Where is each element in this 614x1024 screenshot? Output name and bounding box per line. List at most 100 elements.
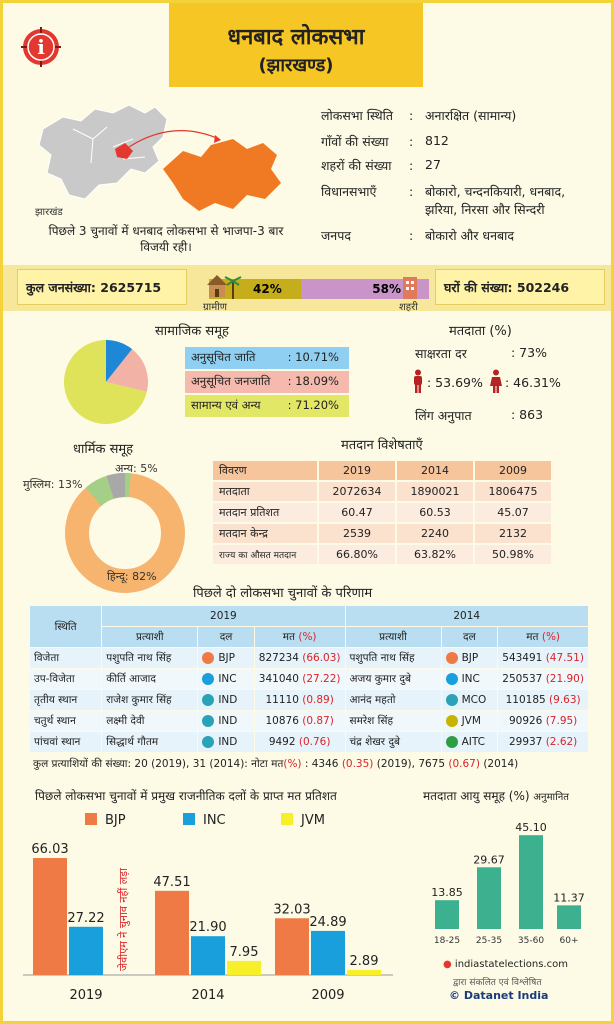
polling-row: मतदान प्रतिशत 60.47 60.53 45.07 [213, 503, 551, 522]
bar-value-label: 66.03 [31, 842, 68, 857]
inc-symbol-icon [202, 673, 215, 685]
votes-cell: 90926 (7.95) [498, 711, 588, 731]
religion-slice-other [65, 473, 185, 593]
age-group-chart: 13.85 18-25 29.67 25-35 45.10 35-60 11.37 60+ [431, 821, 585, 946]
polling-table: विवरण 2019 2014 2009 मतदाता 2072634 1890… [211, 459, 553, 566]
age-bar-35-60 [519, 835, 543, 929]
bar-value-label: 27.22 [67, 911, 104, 926]
jvm-annotation: जेवीएम ने चुनाव नहीं लड़ा [117, 868, 130, 971]
bar-inc-2009 [311, 930, 345, 975]
hindu-label: हिन्दू: 82% [107, 570, 157, 583]
other-label: अन्य: 5% [115, 462, 158, 475]
status-cell: पांचवां स्थान [30, 732, 102, 752]
source-note: द्वारा संकलित एवं विश्लेषित [453, 978, 542, 988]
result-row: चतुर्थ स्थान लक्ष्मी देवी IND 10876 (0.87) स… [30, 711, 588, 731]
source-pin-icon: ● [443, 959, 452, 970]
ind-symbol-icon [202, 715, 215, 727]
jvm-symbol-icon [445, 715, 458, 727]
religion-donut [65, 472, 185, 593]
party-cell: MCO [441, 690, 498, 710]
ind-symbol-icon [202, 694, 215, 706]
status-header: स्थिति [30, 606, 102, 647]
candidate-cell: कीर्ति आजाद [102, 669, 198, 689]
map-state-label: झारखंड [35, 206, 63, 218]
bjp-symbol-icon [202, 652, 215, 664]
party-cell: INC [198, 669, 254, 689]
bar-bjp-2009 [275, 918, 309, 975]
info-row-district: जनपद: बोकारो और धनबाद [321, 228, 515, 243]
bar-value-label: 2.89 [350, 954, 379, 969]
votes-cell: 11110 (0.89) [254, 690, 345, 710]
female-icon [490, 369, 502, 393]
muslim-label: मुस्लिम: 13% [23, 478, 83, 491]
results-title: पिछले दो लोकसभा चुनावों के परिणाम [193, 586, 373, 601]
candidate-cell: पशुपति नाथ सिंह [102, 648, 198, 668]
votes-cell: 110185 (9.63) [498, 690, 588, 710]
religion-slice-hindu [65, 473, 185, 593]
total-population: कुल जनसंख्या: 2625715 [17, 269, 187, 305]
candidate-cell: सिद्धार्थ गौतम [102, 732, 198, 752]
mco-symbol-icon [445, 694, 458, 706]
info-row-assemblies: विधानसभाएँ: बोकारो, चन्दनकियारी, धनबाद, झ… [321, 184, 566, 218]
legend-swatch-bjp [85, 813, 97, 825]
votes-cell: 827234 (66.03) [254, 648, 345, 668]
rural-label: ग्रामीण [203, 302, 228, 313]
info-row-status: लोकसभा स्थिति: अनारक्षित (सामान्य) [321, 108, 517, 123]
year-2014-header: 2014 [345, 606, 588, 626]
votes-cell: 29937 (2.62) [498, 732, 588, 752]
polling-row: राज्य का औसत मतदान 66.80% 63.82% 50.98% [213, 545, 551, 564]
bar-bjp-2014 [155, 890, 189, 975]
jharkhand-map: झारखंड [35, 104, 281, 218]
age-bar-18-25 [435, 900, 459, 929]
ind-symbol-icon [202, 736, 215, 748]
candidate-cell: अजय कुमार दुबे [345, 669, 441, 689]
literacy-label: साक्षरता दर [415, 346, 467, 361]
info-row-villages: गाँवों की संख्या:812 [321, 133, 449, 149]
page-title: धनबाद लोकसभा [227, 25, 365, 50]
status-cell: चतुर्थ स्थान [30, 711, 102, 731]
svg-text:i: i [37, 35, 45, 59]
bar-bjp-2019 [33, 858, 67, 975]
candidate-cell: राजेश कुमार सिंह [102, 690, 198, 710]
legend-label-jvm: JVM [300, 813, 325, 828]
religion-title: धार्मिक समूह [73, 442, 134, 457]
info-row-towns: शहरों की संख्या:27 [321, 157, 441, 173]
candidate-cell: पशुपति नाथ सिंह [345, 648, 441, 668]
legend-label-bjp: BJP [105, 813, 126, 828]
social-legend-general: सामान्य एवं अन्य: 71.20% [185, 395, 349, 417]
social-legend-st: अनुसूचित जनजाति: 18.09% [185, 371, 349, 393]
page-subtitle: (झारखण्ड) [258, 55, 334, 76]
party-cell: BJP [198, 648, 254, 668]
social-slice-general [64, 340, 147, 424]
literacy-value: : 73% [511, 345, 547, 360]
total-households: घरों की संख्या: 502246 [435, 269, 605, 305]
female-percent: : 46.31% [505, 375, 561, 390]
status-cell: उप-विजेता [30, 669, 102, 689]
votes-cell: 543491 (47.51) [498, 648, 588, 668]
candidate-cell: समरेश सिंह [345, 711, 441, 731]
age-value-label: 11.37 [553, 891, 585, 904]
votes-cell: 341040 (27.22) [254, 669, 345, 689]
inc-symbol-icon [445, 673, 458, 685]
x-tick-label: 2014 [191, 988, 224, 1003]
x-tick-label: 2019 [69, 988, 102, 1003]
source-brand: © Datanet India [449, 989, 549, 1002]
bar-inc-2014 [191, 936, 225, 975]
urban-label: शहरी [399, 302, 418, 313]
result-row: तृतीय स्थान राजेश कुमार सिंह IND 11110 (0.8… [30, 690, 588, 710]
age-chart-title: मतदाता आयु समूह (%) अनुमानित [423, 789, 569, 803]
bar-jvm-2014 [227, 960, 261, 975]
source-site: ● indiastatelections.com [443, 959, 568, 970]
sex-ratio-label: लिंग अनुपात [415, 408, 472, 423]
aitc-symbol-icon [445, 736, 458, 748]
x-tick-label: 2009 [311, 988, 344, 1003]
info-icon: i [21, 27, 61, 67]
status-cell: विजेता [30, 648, 102, 668]
party-cell: INC [441, 669, 498, 689]
polling-row: मतदान केन्द्र 2539 2240 2132 [213, 524, 551, 543]
bar-value-label: 47.51 [153, 875, 190, 890]
urban-bar: 58% [301, 279, 429, 299]
polling-title: मतदान विशेषताएँ [341, 438, 423, 453]
status-cell: तृतीय स्थान [30, 690, 102, 710]
title-banner: धनबाद लोकसभा (झारखण्ड) [169, 3, 423, 87]
